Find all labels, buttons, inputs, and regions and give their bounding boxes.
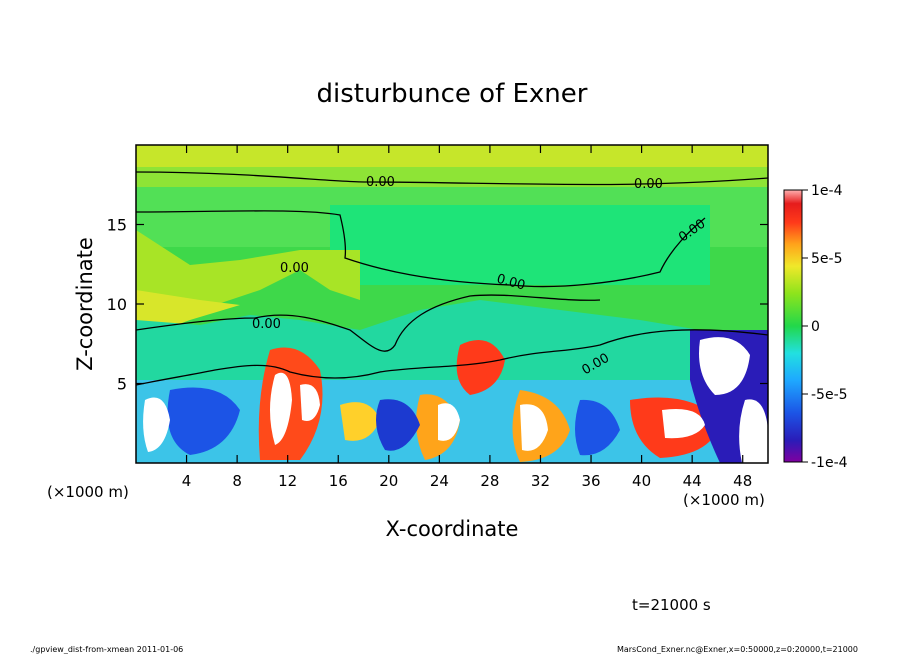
contour-lines (136, 171, 768, 386)
y-axis-ticks: 5 10 15 (107, 216, 768, 394)
x-tick-label: 28 (480, 472, 499, 490)
x-tick-label: 20 (379, 472, 398, 490)
footer-right: MarsCond_Exner.nc@Exner,x=0:50000,z=0:20… (617, 645, 858, 654)
x-tick-label: 32 (531, 472, 550, 490)
colorbar-tick-label: 1e-4 (811, 183, 843, 199)
chart-title: disturbunce of Exner (317, 79, 588, 109)
y-tick-label: 15 (107, 216, 127, 235)
contour-line (136, 210, 706, 288)
x-tick-label: 24 (430, 472, 449, 490)
contour-label: 0.00 (495, 272, 527, 294)
contour-label: 0.00 (634, 177, 663, 192)
contour-label: 0.00 (280, 261, 309, 276)
colorbar-tick-label: -1e-4 (811, 455, 848, 471)
x-axis-ticks: 4 8 12 16 20 24 28 32 36 40 44 48 (182, 145, 752, 490)
contour-label: 0.00 (252, 317, 281, 332)
x-tick-label: 48 (733, 472, 752, 490)
x-axis-label: X-coordinate (386, 517, 519, 541)
contour-label: 0.00 (366, 175, 395, 190)
x-tick-label: 4 (182, 472, 192, 490)
y-tick-label: 10 (107, 295, 127, 314)
contour-line (136, 171, 768, 186)
time-label: t=21000 s (632, 596, 711, 614)
x-tick-label: 12 (278, 472, 297, 490)
heatmap-field (136, 145, 768, 463)
x-unit-label: (×1000 m) (683, 491, 765, 509)
x-tick-label: 40 (632, 472, 651, 490)
y-axis-label: Z-coordinate (73, 237, 97, 371)
y-tick-label: 5 (117, 375, 127, 394)
colorbar-tick-label: -5e-5 (811, 387, 848, 403)
colorbar-tick-label: 5e-5 (811, 251, 842, 267)
contour-line (136, 294, 601, 352)
x-tick-label: 36 (581, 472, 600, 490)
x-tick-label: 16 (329, 472, 348, 490)
footer-left: ./gpview_dist-from-xmean 2011-01-06 (30, 645, 183, 654)
colorbar-tick-label: 0 (811, 319, 820, 335)
x-tick-label: 44 (683, 472, 702, 490)
colorbar-ticks: 1e-4 5e-5 0 -5e-5 -1e-4 (802, 183, 848, 471)
contour-line (136, 329, 768, 386)
y-unit-label: (×1000 m) (47, 483, 129, 501)
colorbar (783, 189, 803, 463)
x-tick-label: 8 (232, 472, 242, 490)
